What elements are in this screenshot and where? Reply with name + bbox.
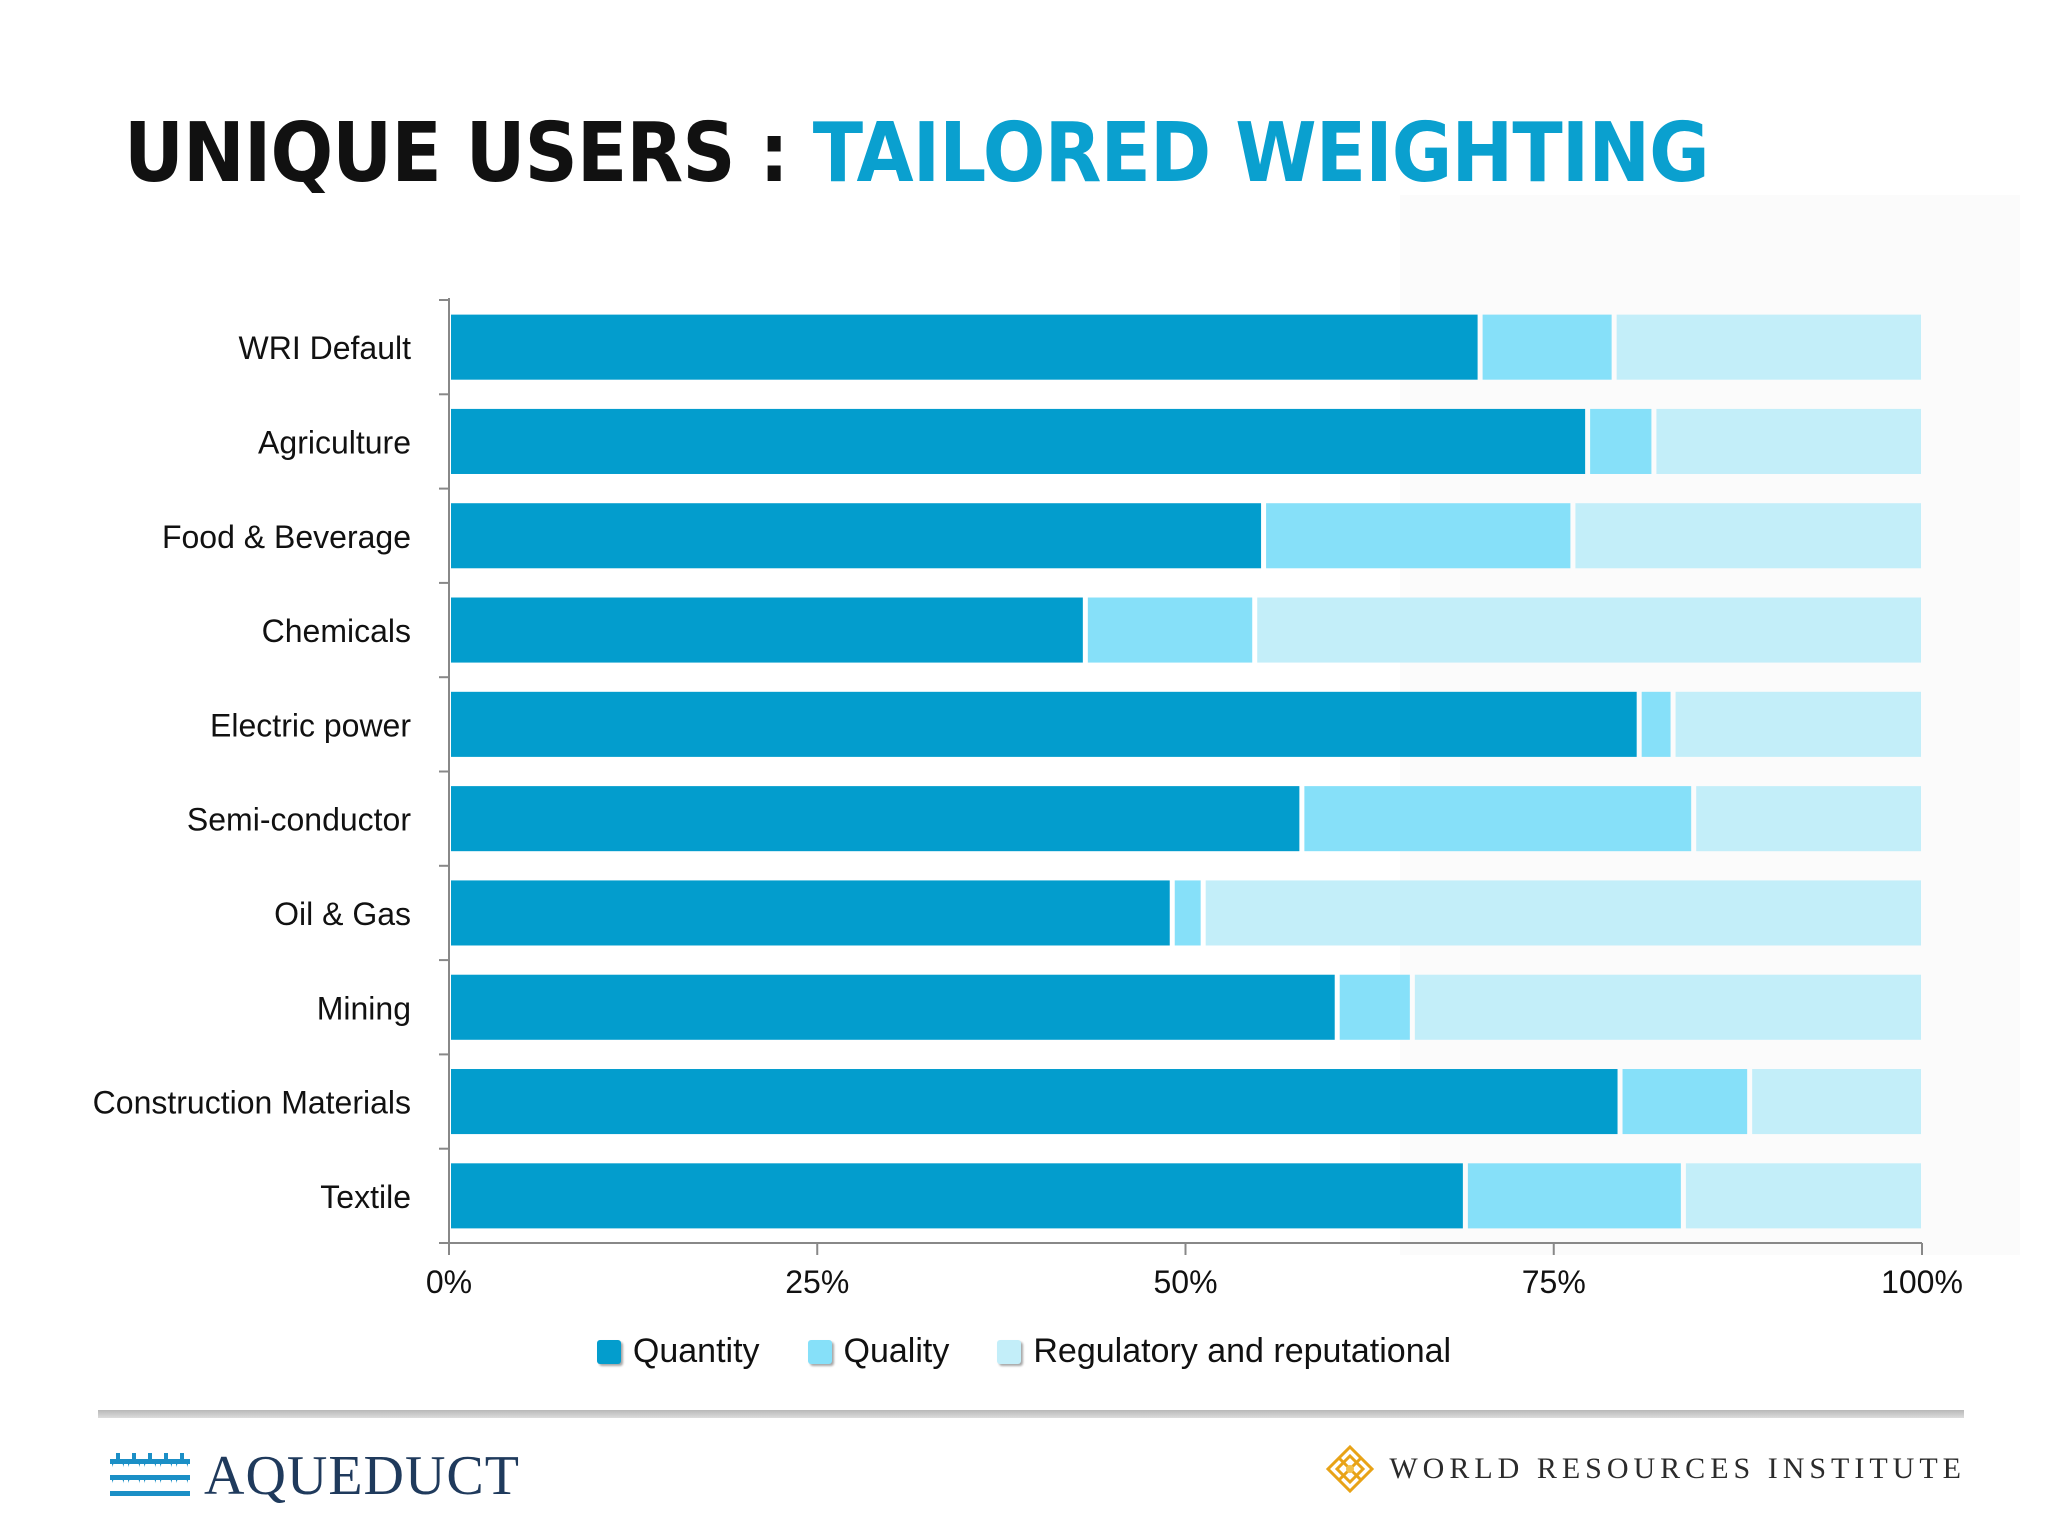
category-label: Agriculture bbox=[258, 424, 411, 460]
category-label: Chemicals bbox=[262, 613, 411, 649]
legend-item-quality: Quality bbox=[807, 1332, 950, 1371]
bar-electric-power-quantity bbox=[451, 691, 1637, 757]
bar-construction-materials-quality bbox=[1622, 1069, 1748, 1135]
wri-diamond-icon bbox=[1326, 1444, 1375, 1494]
title-part-black: UNIQUE USERS : bbox=[124, 106, 813, 201]
bar-oil-gas-quantity bbox=[451, 880, 1170, 946]
bar-construction-materials-quantity bbox=[451, 1069, 1618, 1135]
aqueduct-logo: AQUEDUCT bbox=[110, 1444, 520, 1508]
x-tick-label: 25% bbox=[785, 1264, 849, 1300]
legend-item-regulatory: Regulatory and reputational bbox=[997, 1332, 1451, 1371]
bar-chemicals-quality bbox=[1087, 597, 1253, 663]
bar-textile-regulatory-and-reputational bbox=[1685, 1163, 1921, 1229]
bar-electric-power-regulatory-and-reputational bbox=[1675, 691, 1921, 757]
bar-wri-default-regulatory-and-reputational bbox=[1616, 314, 1921, 380]
bar-mining-quality bbox=[1339, 974, 1410, 1040]
category-label: Textile bbox=[320, 1179, 411, 1215]
bar-agriculture-quality bbox=[1590, 408, 1652, 474]
aqueduct-arches-icon bbox=[110, 1453, 190, 1496]
legend-label-quality: Quality bbox=[843, 1332, 950, 1370]
category-label: Food & Beverage bbox=[162, 519, 411, 555]
category-label: Semi-conductor bbox=[187, 802, 411, 838]
bar-oil-gas-regulatory-and-reputational bbox=[1205, 880, 1921, 946]
bar-oil-gas-quality bbox=[1174, 880, 1201, 946]
category-label: Oil & Gas bbox=[274, 896, 411, 932]
bar-wri-default-quality bbox=[1482, 314, 1612, 380]
aqueduct-logo-text: AQUEDUCT bbox=[204, 1445, 520, 1507]
legend-swatch-regulatory bbox=[997, 1339, 1022, 1364]
bar-mining-regulatory-and-reputational bbox=[1414, 974, 1921, 1040]
bar-mining-quantity bbox=[451, 974, 1335, 1040]
legend-label-quantity: Quantity bbox=[632, 1332, 760, 1370]
bar-agriculture-quantity bbox=[451, 408, 1586, 474]
bar-food-beverage-regulatory-and-reputational bbox=[1575, 503, 1921, 569]
slide-title: UNIQUE USERS : TAILORED WEIGHTING bbox=[124, 106, 1710, 201]
category-label: Mining bbox=[317, 990, 411, 1026]
bar-wri-default-quantity bbox=[451, 314, 1478, 380]
legend-swatch-quantity bbox=[596, 1339, 621, 1364]
legend-swatch-quality bbox=[807, 1339, 832, 1364]
bar-textile-quality bbox=[1467, 1163, 1681, 1229]
bar-textile-quantity bbox=[451, 1163, 1463, 1229]
bar-semi-conductor-quality bbox=[1304, 786, 1692, 852]
wri-logo: WORLD RESOURCES INSTITUTE bbox=[1325, 1444, 1966, 1494]
bar-semi-conductor-quantity bbox=[451, 786, 1300, 852]
bar-construction-materials-regulatory-and-reputational bbox=[1752, 1069, 1921, 1135]
x-tick-label: 50% bbox=[1153, 1264, 1217, 1300]
category-label: WRI Default bbox=[239, 330, 412, 366]
legend-item-quantity: Quantity bbox=[596, 1332, 760, 1371]
bar-chemicals-quantity bbox=[451, 597, 1083, 663]
wri-logo-text: WORLD RESOURCES INSTITUTE bbox=[1389, 1452, 1966, 1485]
stacked-bar-chart: WRI Default Agriculture Food & Beverage Che… bbox=[93, 298, 1963, 1300]
bar-food-beverage-quality bbox=[1266, 503, 1571, 569]
bar-semi-conductor-regulatory-and-reputational bbox=[1696, 786, 1921, 852]
category-label: Electric power bbox=[210, 707, 411, 743]
bar-food-beverage-quantity bbox=[451, 503, 1262, 569]
title-part-blue: TAILORED WEIGHTING bbox=[812, 106, 1710, 201]
bar-agriculture-regulatory-and-reputational bbox=[1656, 408, 1921, 474]
legend-label-regulatory: Regulatory and reputational bbox=[1033, 1332, 1452, 1370]
x-tick-label: 100% bbox=[1881, 1264, 1963, 1300]
x-tick-label: 75% bbox=[1522, 1264, 1586, 1300]
x-tick-label: 0% bbox=[426, 1264, 472, 1300]
bar-electric-power-quality bbox=[1641, 691, 1671, 757]
category-label: Construction Materials bbox=[93, 1085, 411, 1121]
chart-legend: Quantity Quality Regulatory and reputati… bbox=[0, 1332, 2048, 1371]
bar-chemicals-regulatory-and-reputational bbox=[1257, 597, 1921, 663]
footer-divider bbox=[98, 1410, 1964, 1418]
